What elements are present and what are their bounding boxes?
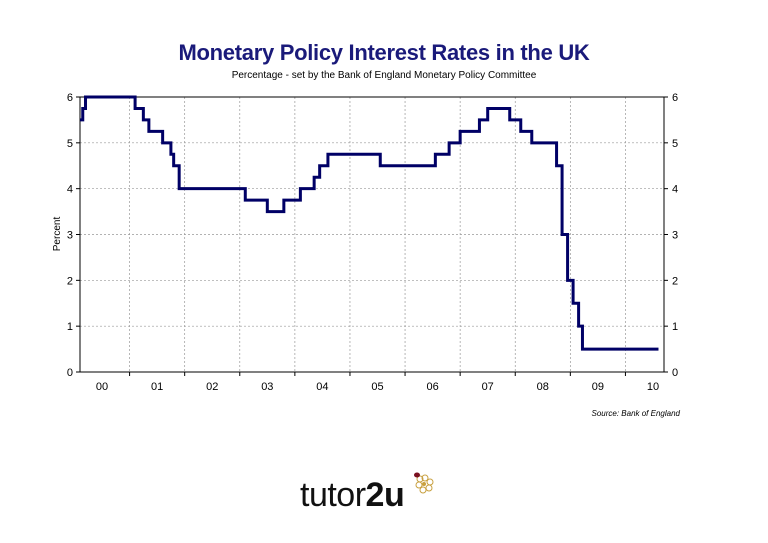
y-tick-label-left: 0 bbox=[67, 367, 73, 379]
logo-text: tutor2u bbox=[300, 476, 405, 515]
y-tick-label-right: 2 bbox=[672, 275, 678, 287]
series-line-bank-rate bbox=[80, 95, 659, 351]
x-tick-label: 00 bbox=[96, 381, 108, 393]
y-tick-label-left: 5 bbox=[67, 138, 73, 150]
x-tick-label: 01 bbox=[151, 381, 163, 393]
x-tick-label: 03 bbox=[261, 381, 273, 393]
y-tick-label-right: 5 bbox=[672, 138, 678, 150]
y-tick-label-right: 6 bbox=[672, 92, 678, 104]
chart-subtitle: Percentage - set by the Bank of England … bbox=[231, 70, 537, 81]
y-tick-label-left: 6 bbox=[67, 92, 73, 104]
x-tick-label: 08 bbox=[537, 381, 549, 393]
y-tick-label-right: 4 bbox=[672, 184, 678, 196]
logo-text-bold: 2u bbox=[365, 476, 405, 514]
y-tick-label-left: 2 bbox=[67, 275, 73, 287]
x-tick-label: 06 bbox=[426, 381, 438, 393]
x-tick-label: 02 bbox=[206, 381, 218, 393]
logo-text-light: tutor bbox=[300, 476, 366, 514]
y-tick-label-left: 4 bbox=[67, 184, 73, 196]
flower-icon bbox=[414, 472, 434, 494]
x-tick-label: 10 bbox=[647, 381, 659, 393]
y-tick-label-right: 1 bbox=[672, 321, 678, 333]
y-tick-label-left: 3 bbox=[67, 230, 73, 242]
x-tick-label: 04 bbox=[316, 381, 328, 393]
chart-title: Monetary Policy Interest Rates in the UK bbox=[178, 40, 590, 65]
source-note: Source: Bank of England bbox=[591, 409, 680, 418]
tutor2u-logo: tutor2u bbox=[300, 470, 460, 520]
y-tick-label-left: 1 bbox=[67, 321, 73, 333]
y-axis-label: Percent bbox=[52, 217, 63, 252]
x-tick-label: 05 bbox=[371, 381, 383, 393]
y-tick-label-right: 3 bbox=[672, 230, 678, 242]
x-tick-label: 09 bbox=[592, 381, 604, 393]
x-tick-label: 07 bbox=[482, 381, 494, 393]
y-tick-label-right: 0 bbox=[672, 367, 678, 379]
